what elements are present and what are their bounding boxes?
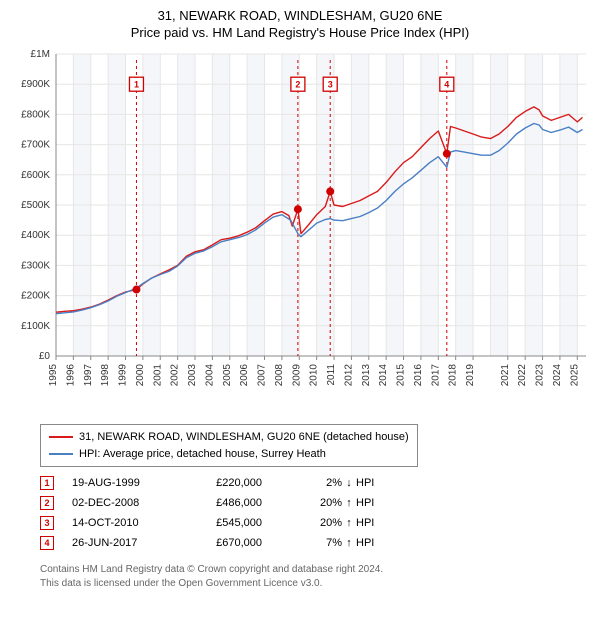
sale-arrow-icon: ↓ bbox=[342, 477, 356, 489]
sale-arrow-icon: ↑ bbox=[342, 537, 356, 549]
sale-arrow-icon: ↑ bbox=[342, 497, 356, 509]
svg-text:2011: 2011 bbox=[326, 364, 337, 386]
svg-text:2009: 2009 bbox=[291, 364, 302, 387]
svg-text:1995: 1995 bbox=[48, 364, 59, 387]
svg-text:2013: 2013 bbox=[361, 364, 372, 387]
svg-text:2007: 2007 bbox=[257, 364, 268, 387]
svg-text:£300K: £300K bbox=[21, 260, 50, 271]
svg-text:£200K: £200K bbox=[21, 291, 50, 302]
svg-text:2010: 2010 bbox=[309, 364, 320, 387]
footnote-line1: Contains HM Land Registry data © Crown c… bbox=[40, 563, 590, 577]
svg-text:2012: 2012 bbox=[343, 364, 354, 387]
sale-hpi-label: HPI bbox=[356, 497, 386, 509]
sale-diff: 20% bbox=[292, 517, 342, 529]
sale-number-box: 3 bbox=[40, 516, 54, 530]
footnote: Contains HM Land Registry data © Crown c… bbox=[40, 563, 590, 591]
legend: 31, NEWARK ROAD, WINDLESHAM, GU20 6NE (d… bbox=[40, 424, 418, 467]
chart-container: 31, NEWARK ROAD, WINDLESHAM, GU20 6NE Pr… bbox=[0, 0, 600, 601]
svg-text:2016: 2016 bbox=[413, 364, 424, 387]
sale-diff: 7% bbox=[292, 537, 342, 549]
sale-number-box: 1 bbox=[40, 476, 54, 490]
svg-text:2008: 2008 bbox=[274, 364, 285, 387]
legend-swatch bbox=[49, 453, 73, 455]
svg-text:£600K: £600K bbox=[21, 170, 50, 181]
svg-text:4: 4 bbox=[444, 80, 449, 90]
chart-svg: £0 £100K £200K £300K £400K £500K £600K £700K £80… bbox=[10, 46, 590, 416]
svg-text:1996: 1996 bbox=[65, 364, 76, 387]
svg-text:1997: 1997 bbox=[83, 364, 94, 387]
sales-table: 119-AUG-1999£220,0002%↓HPI202-DEC-2008£4… bbox=[40, 473, 590, 553]
svg-text:2004: 2004 bbox=[204, 364, 215, 387]
svg-text:2: 2 bbox=[295, 80, 300, 90]
sale-price: £220,000 bbox=[192, 477, 292, 489]
legend-label: 31, NEWARK ROAD, WINDLESHAM, GU20 6NE (d… bbox=[79, 429, 409, 446]
svg-text:£100K: £100K bbox=[21, 321, 50, 332]
sale-price: £545,000 bbox=[192, 517, 292, 529]
svg-text:£900K: £900K bbox=[21, 79, 50, 90]
legend-row: 31, NEWARK ROAD, WINDLESHAM, GU20 6NE (d… bbox=[49, 429, 409, 446]
svg-text:2019: 2019 bbox=[465, 364, 476, 387]
svg-text:£1M: £1M bbox=[31, 49, 50, 60]
sales-row: 2 02-DEC-2008£486,00020%↑HPI bbox=[40, 493, 590, 513]
sale-diff: 20% bbox=[292, 497, 342, 509]
svg-text:2024: 2024 bbox=[552, 364, 563, 387]
svg-text:2018: 2018 bbox=[448, 364, 459, 387]
svg-text:3: 3 bbox=[328, 80, 333, 90]
svg-text:1998: 1998 bbox=[100, 364, 111, 387]
sales-row: 1 19-AUG-1999£220,0002%↓HPI bbox=[40, 473, 590, 493]
sale-date: 26-JUN-2017 bbox=[72, 537, 192, 549]
svg-text:£800K: £800K bbox=[21, 109, 50, 120]
svg-text:£500K: £500K bbox=[21, 200, 50, 211]
svg-text:2017: 2017 bbox=[430, 364, 441, 387]
svg-text:2006: 2006 bbox=[239, 364, 250, 387]
svg-text:2021: 2021 bbox=[500, 364, 511, 387]
title-block: 31, NEWARK ROAD, WINDLESHAM, GU20 6NE Pr… bbox=[10, 8, 590, 40]
sale-date: 19-AUG-1999 bbox=[72, 477, 192, 489]
legend-label: HPI: Average price, detached house, Surr… bbox=[79, 446, 326, 463]
title-address: 31, NEWARK ROAD, WINDLESHAM, GU20 6NE bbox=[10, 8, 590, 23]
sale-arrow-icon: ↑ bbox=[342, 517, 356, 529]
svg-text:2001: 2001 bbox=[152, 364, 163, 387]
sale-price: £670,000 bbox=[192, 537, 292, 549]
svg-text:2023: 2023 bbox=[535, 364, 546, 387]
chart: £0 £100K £200K £300K £400K £500K £600K £700K £80… bbox=[10, 46, 590, 416]
svg-text:2014: 2014 bbox=[378, 364, 389, 387]
sale-hpi-label: HPI bbox=[356, 517, 386, 529]
sale-number-box: 4 bbox=[40, 536, 54, 550]
svg-text:2015: 2015 bbox=[396, 364, 407, 387]
svg-text:£700K: £700K bbox=[21, 140, 50, 151]
svg-text:2000: 2000 bbox=[135, 364, 146, 387]
sale-date: 02-DEC-2008 bbox=[72, 497, 192, 509]
sales-row: 4 26-JUN-2017£670,0007%↑HPI bbox=[40, 533, 590, 553]
svg-text:£0: £0 bbox=[39, 351, 51, 362]
sale-price: £486,000 bbox=[192, 497, 292, 509]
sale-number-box: 2 bbox=[40, 496, 54, 510]
title-subtitle: Price paid vs. HM Land Registry's House … bbox=[10, 25, 590, 40]
svg-text:2022: 2022 bbox=[517, 364, 528, 387]
sale-hpi-label: HPI bbox=[356, 477, 386, 489]
sale-date: 14-OCT-2010 bbox=[72, 517, 192, 529]
svg-text:£400K: £400K bbox=[21, 230, 50, 241]
svg-text:1: 1 bbox=[134, 80, 139, 90]
sale-diff: 2% bbox=[292, 477, 342, 489]
legend-swatch bbox=[49, 436, 73, 438]
legend-row: HPI: Average price, detached house, Surr… bbox=[49, 446, 409, 463]
svg-text:2003: 2003 bbox=[187, 364, 198, 387]
sale-hpi-label: HPI bbox=[356, 537, 386, 549]
svg-text:2025: 2025 bbox=[569, 364, 580, 387]
footnote-line2: This data is licensed under the Open Gov… bbox=[40, 577, 590, 591]
sales-row: 3 14-OCT-2010£545,00020%↑HPI bbox=[40, 513, 590, 533]
svg-text:2002: 2002 bbox=[170, 364, 181, 387]
svg-text:2005: 2005 bbox=[222, 364, 233, 387]
svg-text:1999: 1999 bbox=[118, 364, 129, 387]
